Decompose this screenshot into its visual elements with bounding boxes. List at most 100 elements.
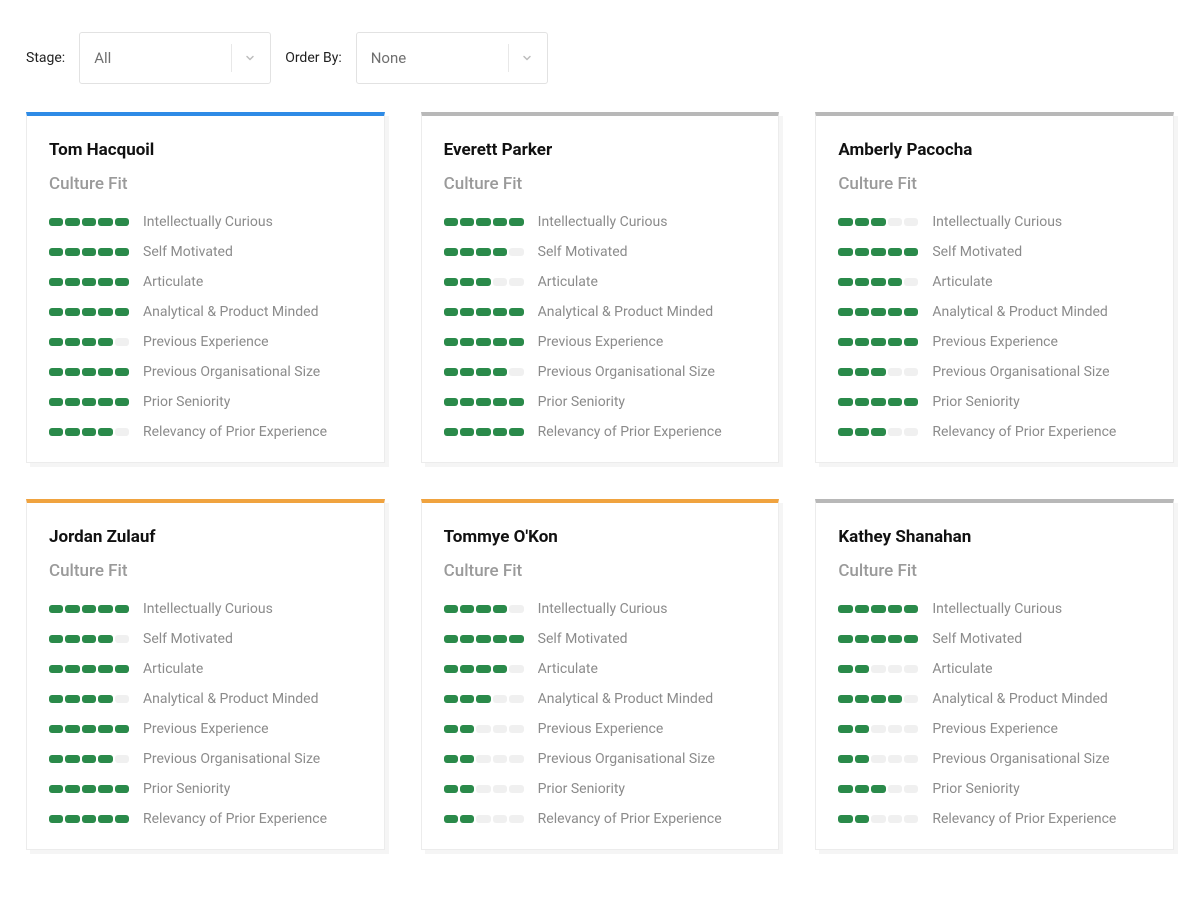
score-segment — [49, 725, 63, 733]
trait-row: Analytical & Product Minded — [49, 691, 362, 707]
score-bar — [49, 338, 129, 346]
score-bar — [838, 755, 918, 763]
trait-label: Prior Seniority — [932, 781, 1019, 797]
score-segment — [65, 248, 79, 256]
score-segment — [98, 785, 112, 793]
score-bar — [838, 428, 918, 436]
stage-select-value: All — [94, 49, 111, 67]
stage-label: Stage: — [26, 50, 65, 66]
score-bar — [838, 605, 918, 613]
trait-row: Articulate — [49, 274, 362, 290]
score-segment — [476, 785, 490, 793]
score-segment — [115, 338, 129, 346]
trait-label: Relevancy of Prior Experience — [932, 811, 1116, 827]
trait-row: Self Motivated — [444, 244, 757, 260]
trait-row: Articulate — [49, 661, 362, 677]
section-title: Culture Fit — [444, 174, 757, 194]
score-segment — [65, 338, 79, 346]
trait-row: Previous Organisational Size — [49, 751, 362, 767]
section-title: Culture Fit — [444, 561, 757, 581]
score-segment — [82, 605, 96, 613]
score-segment — [493, 785, 507, 793]
trait-row: Intellectually Curious — [838, 601, 1151, 617]
score-segment — [476, 398, 490, 406]
score-segment — [49, 635, 63, 643]
trait-row: Intellectually Curious — [444, 214, 757, 230]
score-segment — [115, 695, 129, 703]
score-segment — [871, 368, 885, 376]
score-bar — [838, 398, 918, 406]
score-bar — [838, 785, 918, 793]
trait-label: Prior Seniority — [932, 394, 1019, 410]
score-segment — [493, 398, 507, 406]
score-segment — [871, 755, 885, 763]
score-segment — [509, 278, 523, 286]
candidate-card[interactable]: Tommye O'Kon Culture Fit Intellectually Cu… — [421, 499, 780, 850]
order-select[interactable]: None — [356, 32, 548, 84]
trait-label: Intellectually Curious — [538, 601, 668, 617]
candidate-card[interactable]: Everett ParkerCulture FitIntellectually … — [421, 112, 780, 463]
score-segment — [871, 398, 885, 406]
score-bar — [49, 755, 129, 763]
score-segment — [493, 665, 507, 673]
score-segment — [888, 635, 902, 643]
trait-row: Self Motivated — [49, 244, 362, 260]
score-segment — [65, 785, 79, 793]
score-segment — [82, 218, 96, 226]
score-segment — [82, 815, 96, 823]
score-bar — [444, 398, 524, 406]
score-segment — [888, 308, 902, 316]
score-segment — [509, 368, 523, 376]
score-segment — [98, 338, 112, 346]
score-segment — [509, 665, 523, 673]
score-segment — [460, 428, 474, 436]
candidate-name: Amberly Pacocha — [838, 140, 1151, 160]
score-segment — [49, 428, 63, 436]
score-segment — [82, 635, 96, 643]
score-segment — [871, 428, 885, 436]
score-segment — [904, 398, 918, 406]
score-segment — [460, 605, 474, 613]
score-segment — [65, 218, 79, 226]
candidate-card[interactable]: Kathey ShanahanCulture FitIntellectually… — [815, 499, 1174, 850]
score-segment — [888, 428, 902, 436]
score-bar — [444, 338, 524, 346]
score-segment — [444, 785, 458, 793]
score-segment — [871, 218, 885, 226]
score-bar — [49, 398, 129, 406]
trait-label: Analytical & Product Minded — [932, 691, 1108, 707]
score-segment — [115, 665, 129, 673]
score-bar — [838, 695, 918, 703]
score-bar — [444, 428, 524, 436]
candidate-card[interactable]: Amberly PacochaCulture FitIntellectually… — [815, 112, 1174, 463]
trait-row: Previous Experience — [838, 721, 1151, 737]
score-segment — [115, 815, 129, 823]
chevron-down-icon — [231, 44, 256, 72]
score-segment — [838, 278, 852, 286]
score-segment — [855, 815, 869, 823]
score-segment — [493, 248, 507, 256]
score-segment — [98, 368, 112, 376]
score-segment — [444, 428, 458, 436]
score-segment — [444, 308, 458, 316]
score-segment — [476, 815, 490, 823]
score-segment — [871, 695, 885, 703]
score-segment — [871, 725, 885, 733]
score-segment — [476, 368, 490, 376]
score-segment — [476, 428, 490, 436]
score-segment — [855, 278, 869, 286]
score-segment — [460, 338, 474, 346]
score-bar — [444, 725, 524, 733]
stage-select[interactable]: All — [79, 32, 271, 84]
candidate-name: Tommye O'Kon — [444, 527, 757, 547]
chevron-down-icon — [508, 44, 533, 72]
candidate-card[interactable]: Tom HacquoilCulture FitIntellectually Cu… — [26, 112, 385, 463]
score-segment — [444, 605, 458, 613]
trait-label: Relevancy of Prior Experience — [143, 811, 327, 827]
candidate-card[interactable]: Jordan ZulaufCulture FitIntellectually C… — [26, 499, 385, 850]
score-segment — [838, 725, 852, 733]
trait-label: Intellectually Curious — [143, 214, 273, 230]
trait-label: Previous Experience — [538, 721, 664, 737]
score-segment — [460, 308, 474, 316]
trait-row: Prior Seniority — [444, 781, 757, 797]
